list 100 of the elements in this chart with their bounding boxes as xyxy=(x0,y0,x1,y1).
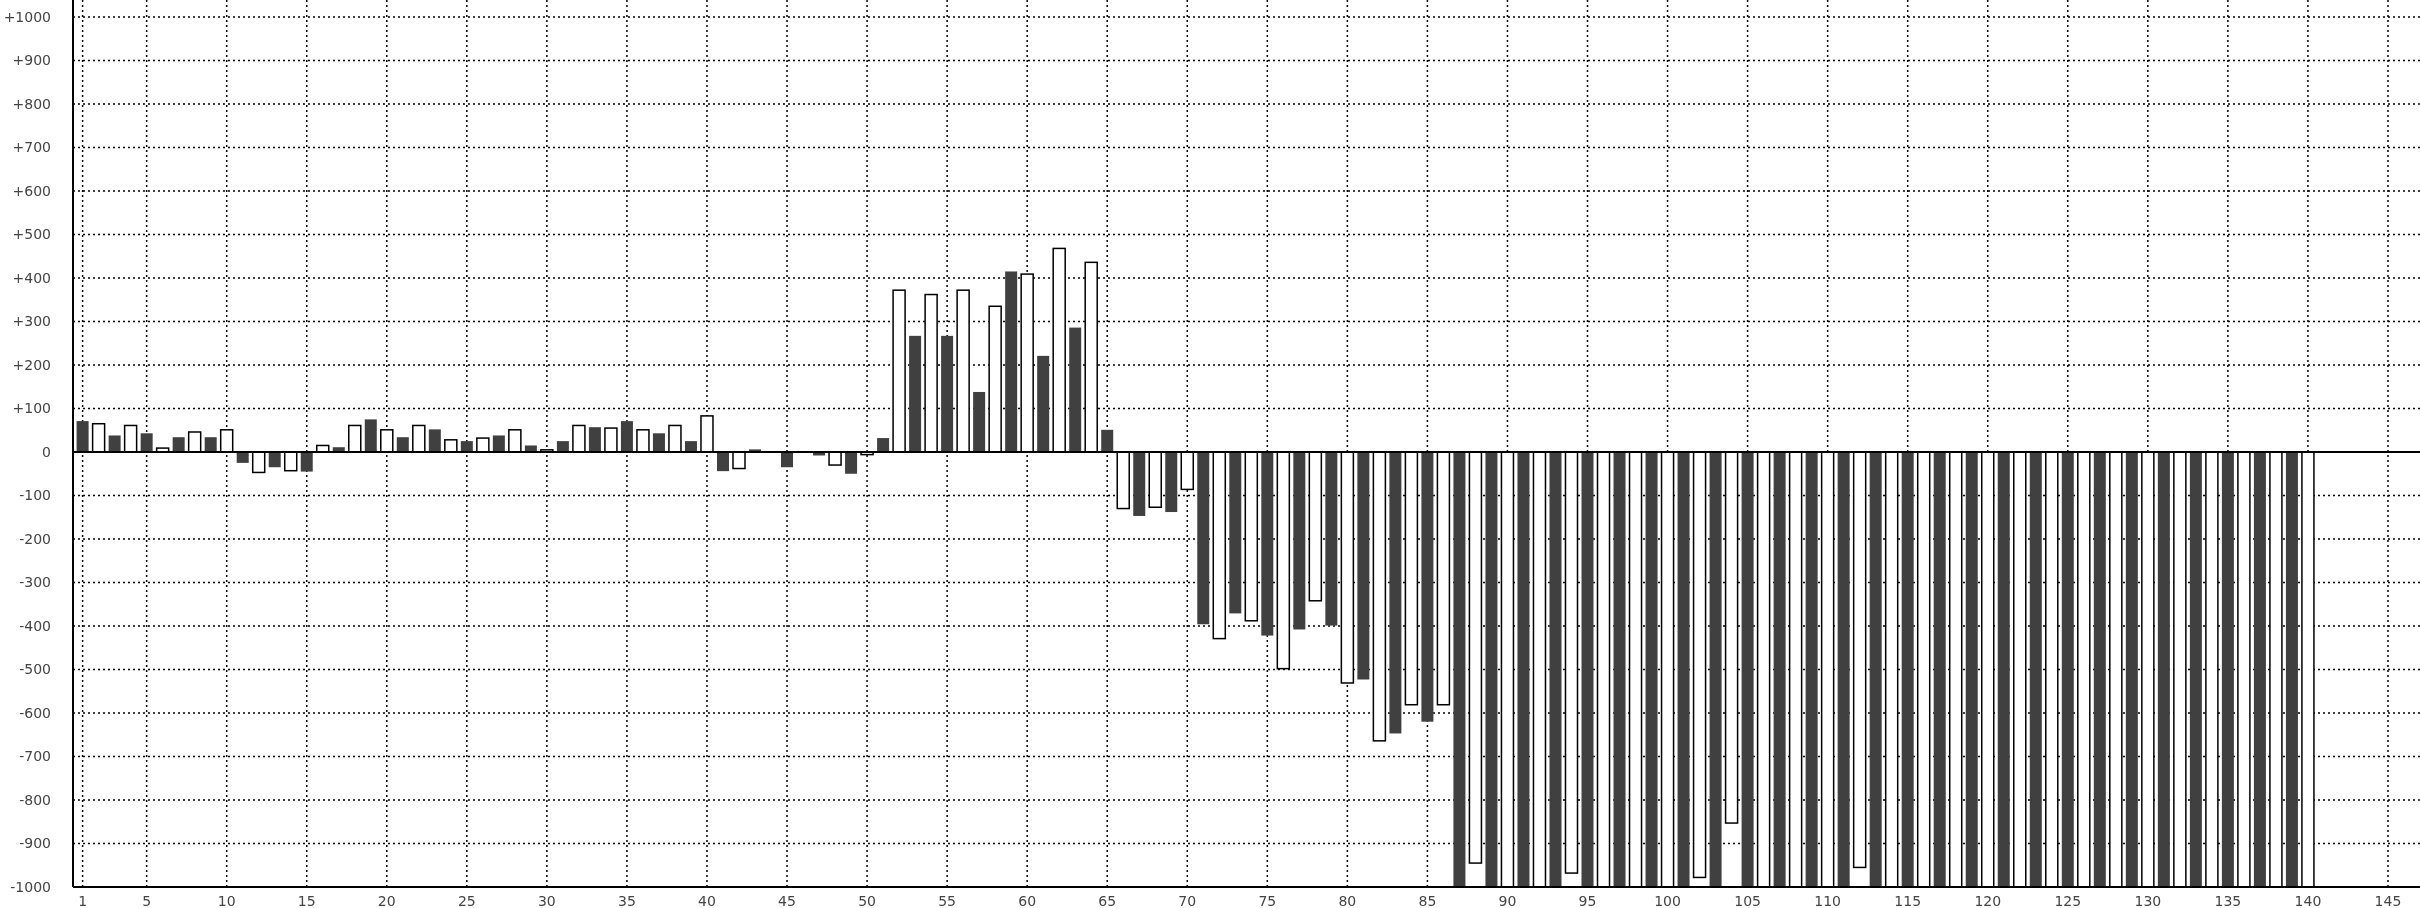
bar xyxy=(1453,452,1466,887)
bar xyxy=(364,419,377,452)
x-tick-label: 125 xyxy=(2054,893,2082,908)
bar xyxy=(1133,452,1146,516)
bar xyxy=(428,429,441,452)
bar xyxy=(1005,271,1018,452)
y-tick-label: +1000 xyxy=(3,8,51,25)
bar xyxy=(1613,452,1626,887)
bar xyxy=(2125,452,2138,887)
x-tick-label: 90 xyxy=(1498,893,1517,908)
bar xyxy=(268,452,281,468)
y-tick-label: -400 xyxy=(19,617,51,634)
y-tick-label: -1000 xyxy=(10,878,51,895)
y-tick-label: -100 xyxy=(19,487,51,504)
bar xyxy=(877,438,890,452)
bar xyxy=(1581,452,1594,887)
bar xyxy=(1741,452,1754,887)
x-tick-label: 110 xyxy=(1814,893,1842,908)
x-tick-label: 5 xyxy=(142,893,152,908)
bar xyxy=(1677,452,1690,887)
bar xyxy=(1101,429,1114,452)
bar xyxy=(2093,452,2106,887)
y-tick-label: +400 xyxy=(12,269,51,286)
bar xyxy=(1037,355,1050,452)
x-tick-label: 25 xyxy=(457,893,476,908)
bar xyxy=(172,437,185,452)
bar xyxy=(396,437,409,452)
bar xyxy=(300,452,313,472)
bar xyxy=(2253,452,2266,887)
y-tick-label: +300 xyxy=(12,313,51,330)
x-tick-label: 10 xyxy=(217,893,236,908)
y-tick-label: +600 xyxy=(12,182,51,199)
bar xyxy=(2029,452,2042,887)
bar xyxy=(845,452,858,474)
x-tick-label: 20 xyxy=(377,893,396,908)
bar xyxy=(620,421,633,452)
bar xyxy=(941,335,954,452)
bar xyxy=(556,441,569,452)
bar xyxy=(2221,452,2234,887)
x-tick-label: 40 xyxy=(698,893,716,908)
bar xyxy=(1933,452,1946,887)
bar xyxy=(1325,452,1338,626)
y-tick-label: -700 xyxy=(19,748,51,765)
bar xyxy=(652,433,665,452)
x-tick-label: 35 xyxy=(618,893,636,908)
bar xyxy=(1389,452,1402,734)
bar xyxy=(1869,452,1882,887)
x-tick-label: 85 xyxy=(1418,893,1437,908)
bar xyxy=(1549,452,1562,887)
bar xyxy=(973,391,986,452)
bar xyxy=(909,335,922,452)
bar xyxy=(1357,452,1370,680)
y-tick-label: +500 xyxy=(12,226,51,243)
y-tick-label: -200 xyxy=(19,530,51,547)
bar xyxy=(1165,452,1178,513)
bar xyxy=(1997,452,2010,887)
bar xyxy=(1773,452,1786,887)
x-tick-label: 140 xyxy=(2294,893,2322,908)
bar xyxy=(1709,452,1722,887)
y-tick-label: +800 xyxy=(12,95,51,112)
bar xyxy=(1069,327,1082,452)
x-tick-label: 115 xyxy=(1894,893,1922,908)
x-tick-label: 145 xyxy=(2374,893,2402,908)
y-tick-label: +100 xyxy=(12,400,51,417)
bar xyxy=(492,435,505,452)
x-tick-label: 45 xyxy=(778,893,796,908)
y-tick-label: +700 xyxy=(12,139,51,156)
x-tick-label: 100 xyxy=(1654,893,1681,908)
bar xyxy=(140,433,153,452)
bar xyxy=(684,441,697,452)
y-tick-label: +900 xyxy=(12,52,51,69)
bar xyxy=(588,427,601,452)
bar xyxy=(460,441,473,452)
x-tick-label: 130 xyxy=(2134,893,2162,908)
bar xyxy=(204,437,217,452)
y-tick-label: 0 xyxy=(42,443,51,460)
bar xyxy=(1901,452,1914,887)
bar xyxy=(524,445,537,452)
bar xyxy=(2061,452,2074,887)
y-tick-label: -500 xyxy=(19,661,51,678)
bar xyxy=(2189,452,2202,887)
bar xyxy=(1965,452,1978,887)
x-tick-label: 70 xyxy=(1178,893,1197,908)
bar xyxy=(1805,452,1818,887)
bar xyxy=(108,435,121,452)
bar xyxy=(1421,452,1434,722)
y-tick-label: -300 xyxy=(19,574,51,591)
x-tick-label: 80 xyxy=(1338,893,1357,908)
x-tick-label: 120 xyxy=(1974,893,2002,908)
y-tick-label: -600 xyxy=(19,704,51,721)
x-tick-label: 105 xyxy=(1734,893,1761,908)
y-tick-label: -900 xyxy=(19,835,51,852)
x-tick-label: 135 xyxy=(2214,893,2242,908)
bar xyxy=(1517,452,1530,887)
bar xyxy=(76,421,89,452)
bar xyxy=(1837,452,1850,887)
x-tick-label: 95 xyxy=(1578,893,1597,908)
bar xyxy=(1645,452,1658,887)
y-tick-label: +200 xyxy=(12,356,51,373)
x-tick-label: 60 xyxy=(1018,893,1037,908)
